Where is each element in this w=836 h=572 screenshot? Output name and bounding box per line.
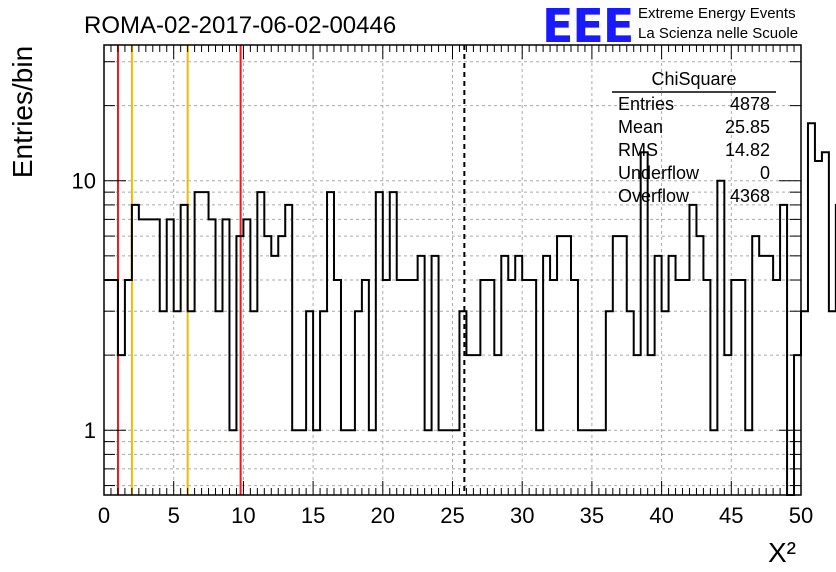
x-tick-label: 45 — [719, 503, 743, 528]
x-tick-label: 25 — [440, 503, 464, 528]
y-tick-label: 10 — [72, 169, 96, 194]
y-tick-labels: 1 10 — [72, 169, 96, 443]
logo-line1: Extreme Energy Events — [638, 5, 796, 22]
logo-line2: La Scienza nelle Scuole — [638, 25, 798, 42]
histogram-series — [104, 122, 836, 496]
x-tick-label: 50 — [789, 503, 813, 528]
chart-title: ROMA-02-2017-06-02-00446 — [84, 12, 396, 39]
eee-logo: EEE Extreme Energy Events La Scienza nel… — [542, 0, 798, 53]
stats-box: ChiSquare Entries 4878 Mean 25.85 RMS 14.82 Un… — [612, 69, 776, 206]
stats-label: Underflow — [618, 163, 700, 183]
x-tick-label: 20 — [371, 503, 395, 528]
stats-label: RMS — [618, 140, 658, 160]
x-tick-label: 5 — [168, 503, 180, 528]
stats-value: 25.85 — [725, 117, 770, 137]
y-axis-label: Entries/bin — [7, 46, 38, 178]
stats-value: 4368 — [730, 186, 770, 206]
stats-label: Entries — [618, 94, 674, 114]
x-tick-label: 10 — [231, 503, 255, 528]
stats-value: 0 — [760, 163, 770, 183]
stats-rows: Entries 4878 Mean 25.85 RMS 14.82 Underflow 0 Ov… — [618, 94, 770, 206]
x-tick-label: 35 — [580, 503, 604, 528]
x-tick-label: 30 — [510, 503, 534, 528]
x-tick-label: 15 — [301, 503, 325, 528]
stats-value: 4878 — [730, 94, 770, 114]
marker-lines — [116, 45, 466, 495]
y-tick-label: 1 — [84, 418, 96, 443]
stats-label: Overflow — [618, 186, 690, 206]
x-axis-label: X² — [768, 537, 796, 568]
stats-value: 14.82 — [725, 140, 770, 160]
x-tick-label: 0 — [98, 503, 110, 528]
grid-lines — [104, 45, 801, 495]
stats-label: Mean — [618, 117, 663, 137]
axis-ticks — [103, 45, 802, 495]
logo-mark: EEE — [542, 0, 633, 53]
x-tick-labels: 0 5 10 15 20 25 30 35 40 45 50 — [98, 503, 813, 528]
x-tick-label: 40 — [649, 503, 673, 528]
stats-title: ChiSquare — [651, 69, 736, 89]
